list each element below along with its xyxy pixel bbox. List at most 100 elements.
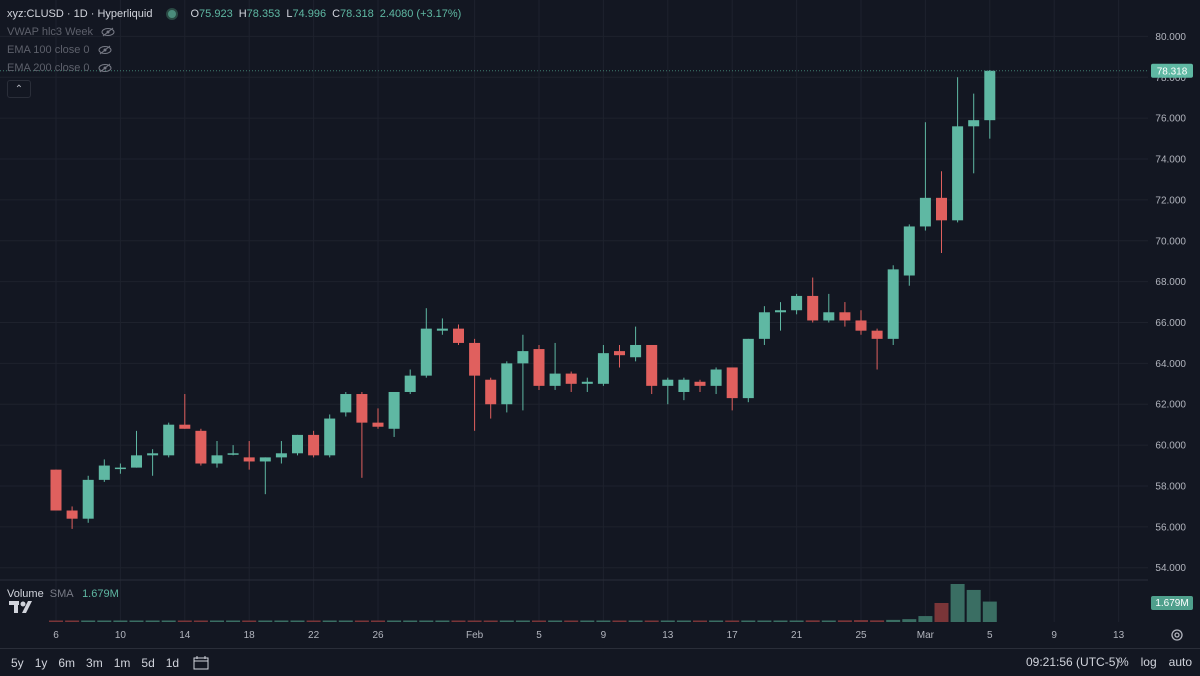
volume-bar xyxy=(403,620,418,622)
x-tick-label: 5 xyxy=(536,630,542,641)
candle-body xyxy=(66,510,78,519)
candle-body xyxy=(243,457,255,462)
candle xyxy=(630,326,642,362)
volume-bar xyxy=(757,620,772,622)
volume-bar xyxy=(564,620,579,622)
candle xyxy=(597,344,609,386)
x-tick-label: 17 xyxy=(727,630,739,641)
volume-bar xyxy=(612,620,627,622)
candle-body xyxy=(775,310,786,313)
volume-bar xyxy=(548,620,563,622)
indicator-ema200[interactable]: EMA 200 close 0 xyxy=(7,61,90,74)
indicator-ema100[interactable]: EMA 100 close 0 xyxy=(7,43,90,56)
candle xyxy=(292,434,303,456)
volume-bar xyxy=(934,603,949,622)
candle xyxy=(469,338,481,431)
chevron-up-icon: ⌃ xyxy=(14,83,24,95)
candle xyxy=(308,430,320,458)
range-6m-button[interactable]: 6m xyxy=(58,655,76,670)
range-1d-button[interactable]: 1d xyxy=(165,655,180,670)
collapse-legend-button[interactable]: ⌃ xyxy=(7,80,31,98)
y-tick-label: 80.000 xyxy=(1155,32,1186,43)
candle-body xyxy=(533,349,545,386)
clock-timezone[interactable]: 09:21:56 (UTC-5) xyxy=(1026,655,1120,669)
eye-hidden-icon[interactable] xyxy=(101,27,115,37)
candle xyxy=(903,224,915,286)
volume-bar xyxy=(435,620,450,622)
volume-title[interactable]: Volume xyxy=(7,588,44,600)
symbol-title[interactable]: xyz:CLUSD · 1D · Hyperliquid xyxy=(7,7,153,20)
x-tick-label: 13 xyxy=(1113,630,1125,641)
candle-body xyxy=(581,381,593,384)
close-value: 78.318 xyxy=(340,7,374,20)
x-tick-label: 21 xyxy=(791,630,803,641)
volume-bar xyxy=(628,620,643,622)
open-label: O xyxy=(190,7,200,20)
volume-bar xyxy=(451,620,466,622)
candle-body xyxy=(292,434,303,454)
volume-bar xyxy=(886,619,901,622)
candle-body xyxy=(98,465,110,480)
volume-bar xyxy=(596,620,611,622)
calendar-range-icon[interactable] xyxy=(193,655,209,670)
candle-body xyxy=(388,391,400,429)
indicator-row[interactable]: EMA 100 close 0 xyxy=(7,41,461,59)
volume-bar xyxy=(290,620,305,622)
candle-body xyxy=(163,424,175,456)
candle-body xyxy=(324,418,336,456)
ohlc-row: xyz:CLUSD · 1D · Hyperliquid O 75.923 H 78… xyxy=(7,5,461,23)
volume-sma-value: 1.679M xyxy=(82,588,119,600)
volume-bar xyxy=(161,620,176,622)
range-1m-button[interactable]: 1m xyxy=(113,655,131,670)
volume-bar xyxy=(226,620,241,622)
x-tick-label: 13 xyxy=(662,630,674,641)
eye-hidden-icon[interactable] xyxy=(98,63,112,73)
y-tick-label: 74.000 xyxy=(1155,155,1186,166)
range-5d-button[interactable]: 5d xyxy=(141,655,155,670)
candle-body xyxy=(662,379,674,386)
candle-body xyxy=(404,375,416,392)
x-tick-label: 25 xyxy=(855,630,867,641)
candle-body xyxy=(742,338,754,399)
volume-bar xyxy=(483,620,498,622)
candle xyxy=(259,457,271,495)
tradingview-logo-icon[interactable] xyxy=(7,596,35,618)
volume-bar xyxy=(789,620,804,622)
log-scale-toggle[interactable]: log xyxy=(1140,655,1157,669)
volume-bar xyxy=(870,620,885,622)
x-tick-label: 9 xyxy=(1051,630,1057,641)
candle-body xyxy=(710,369,722,386)
indicator-row[interactable]: EMA 200 close 0 xyxy=(7,59,461,77)
indicator-vwap[interactable]: VWAP hlc3 Week xyxy=(7,25,93,38)
volume-bar xyxy=(371,620,385,622)
gear-icon[interactable] xyxy=(1170,628,1184,642)
range-5y-button[interactable]: 5y xyxy=(11,655,24,670)
candle xyxy=(131,430,142,468)
low-value: 74.996 xyxy=(292,7,327,20)
volume-bar xyxy=(644,620,659,622)
volume-bar xyxy=(580,620,595,622)
price-chart[interactable]: 54.000 56.000 58.000 60.000 62.000 64.000 66.0… xyxy=(0,0,1200,648)
volume-bar xyxy=(725,620,740,622)
x-tick-label: 18 xyxy=(244,630,256,641)
candle xyxy=(98,459,110,482)
indicator-row[interactable]: VWAP hlc3 Week xyxy=(7,23,461,41)
candle-body xyxy=(807,295,819,321)
candle xyxy=(919,122,931,231)
auto-scale-toggle[interactable]: auto xyxy=(1168,655,1192,669)
y-tick-label: 54.000 xyxy=(1155,563,1186,574)
candle-body xyxy=(211,455,223,464)
eye-hidden-icon[interactable] xyxy=(98,45,112,55)
range-3m-button[interactable]: 3m xyxy=(86,655,103,670)
percent-scale-toggle[interactable]: % xyxy=(1117,655,1129,669)
candle xyxy=(372,408,384,429)
x-tick-label: 22 xyxy=(308,630,320,641)
candle xyxy=(324,414,336,458)
volume-bar xyxy=(966,589,981,622)
candle-body xyxy=(984,70,996,121)
range-1y-button[interactable]: 1y xyxy=(34,655,48,670)
volume-bar xyxy=(805,620,820,622)
volume-bar xyxy=(274,620,289,622)
candle-body xyxy=(356,394,368,423)
volume-bar xyxy=(242,620,257,622)
